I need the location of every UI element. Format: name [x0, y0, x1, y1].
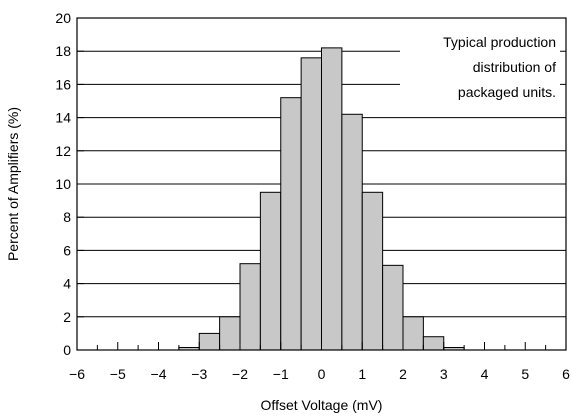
- y-tick-label-3: 6: [63, 242, 71, 258]
- histogram-bar-2: [219, 316, 241, 351]
- y-axis-tick-labels: 0 2 4 6 8 10 12 14 16 18 20: [55, 10, 71, 358]
- x-tick-label-11: 5: [521, 366, 529, 382]
- y-axis-ticks: [77, 17, 84, 351]
- y-tick-label-8: 16: [55, 76, 71, 92]
- annotation-background: [400, 31, 560, 103]
- histogram-bar-11: [402, 316, 424, 351]
- y-tick-label-2: 4: [63, 276, 71, 292]
- x-tick-label-0: −6: [69, 366, 85, 382]
- annotation-line-3: packaged units.: [458, 84, 556, 100]
- histogram-bar-10: [382, 264, 404, 351]
- x-tick-label-12: 6: [562, 366, 570, 382]
- x-axis-title: Offset Voltage (mV): [261, 397, 383, 413]
- histogram-bar-4: [259, 191, 282, 351]
- x-tick-label-6: 0: [318, 366, 326, 382]
- x-tick-label-2: −4: [151, 366, 167, 382]
- x-tick-label-7: 1: [358, 366, 366, 382]
- histogram-bar-3: [239, 263, 261, 351]
- annotation-line-2: distribution of: [473, 59, 556, 75]
- y-axis-title: Percent of Amplifiers (%): [5, 107, 21, 261]
- x-tick-label-4: −2: [232, 366, 248, 382]
- y-tick-label-4: 8: [63, 209, 71, 225]
- x-tick-label-9: 3: [440, 366, 448, 382]
- histogram-bar-9: [361, 191, 384, 351]
- y-tick-label-6: 12: [55, 143, 71, 159]
- histogram-bar-5: [280, 97, 302, 351]
- x-axis-tick-labels: −6 −5 −4 −3 −2 −1 0 1 2 3 4 5 6: [69, 366, 570, 382]
- x-tick-label-5: −1: [273, 366, 289, 382]
- x-tick-label-10: 4: [481, 366, 489, 382]
- y-tick-label-10: 20: [55, 10, 71, 26]
- annotation-line-1: Typical production: [443, 34, 556, 50]
- histogram-bars: [178, 47, 465, 351]
- x-tick-label-3: −3: [191, 366, 207, 382]
- y-tick-label-1: 2: [63, 309, 71, 325]
- histogram-bar-6: [300, 57, 322, 351]
- histogram-bar-12: [422, 336, 445, 351]
- histogram-bar-8: [341, 113, 363, 351]
- histogram-bar-1: [198, 332, 221, 351]
- y-tick-label-9: 18: [55, 43, 71, 59]
- histogram-bar-7: [321, 47, 343, 351]
- y-tick-label-7: 14: [55, 110, 71, 126]
- y-tick-label-5: 10: [55, 176, 71, 192]
- x-tick-label-8: 2: [399, 366, 407, 382]
- y-tick-label-0: 0: [63, 342, 71, 358]
- x-tick-label-1: −5: [110, 366, 126, 382]
- x-axis-ticks: [76, 342, 567, 350]
- annotation-group: Typical production distribution of packa…: [400, 31, 560, 103]
